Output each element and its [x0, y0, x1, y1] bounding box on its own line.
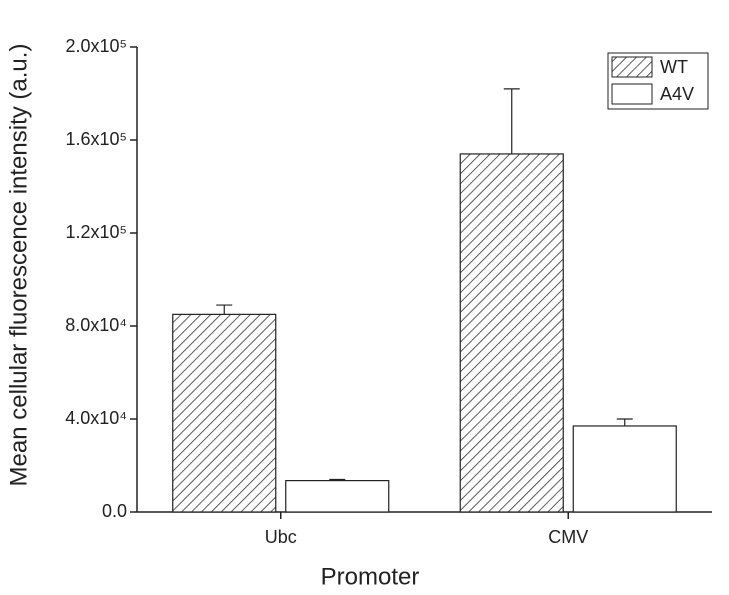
bar	[285, 480, 390, 513]
y-axis-label: Mean cellular fluorescence intensity (a.…	[5, 44, 32, 487]
y-tick-label: 2.0x10⁵	[65, 36, 127, 56]
y-tick-label: 8.0x10⁴	[65, 315, 127, 335]
bar	[572, 425, 677, 513]
y-tick-label: 4.0x10⁴	[65, 408, 127, 428]
legend-swatch	[611, 83, 653, 105]
bar	[172, 313, 277, 513]
y-tick-label: 1.2x10⁵	[65, 222, 127, 242]
bar	[459, 153, 564, 513]
y-tick-label: 1.6x10⁵	[65, 129, 127, 149]
x-axis-label: Promoter	[321, 563, 420, 590]
legend-swatch	[611, 56, 653, 78]
legend-label: A4V	[660, 84, 694, 104]
x-tick-label: CMV	[548, 527, 588, 547]
y-tick-label: 0.0	[102, 501, 127, 521]
legend-label: WT	[660, 57, 688, 77]
x-tick-label: Ubc	[265, 527, 297, 547]
